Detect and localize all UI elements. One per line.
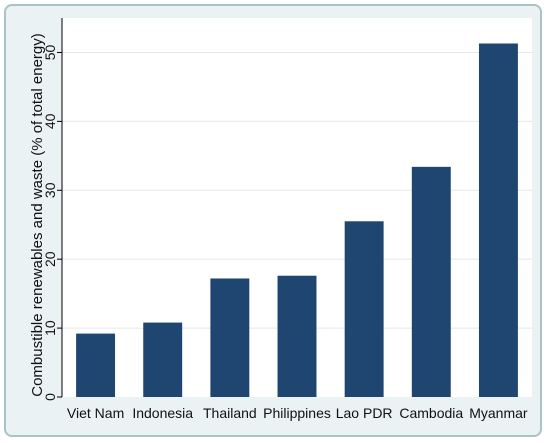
x-tick-label: Thailand [203, 405, 257, 421]
bar [277, 275, 317, 397]
x-tick-label: Viet Nam [67, 405, 124, 421]
bars [76, 43, 518, 397]
x-tick-labels: Viet Nam Indonesia Thailand Philippines Lao … [67, 405, 528, 421]
x-tick-label: Philippines [263, 405, 331, 421]
x-tick-label: Lao PDR [336, 405, 393, 421]
y-tick-label: 0 [42, 393, 58, 401]
y-tick-label: 10 [42, 320, 58, 336]
y-ticks: 0 10 20 30 40 50 [42, 18, 63, 401]
x-tick-label: Indonesia [132, 405, 193, 421]
bar [411, 166, 451, 397]
x-tick-label: Cambodia [399, 405, 463, 421]
y-tick-label: 30 [42, 182, 58, 198]
y-tick-label: 50 [42, 44, 58, 60]
y-axis-label: Combustible renewables and waste (% of t… [29, 33, 46, 397]
y-tick-label: 40 [42, 113, 58, 129]
bar [76, 333, 116, 397]
bar [344, 221, 384, 397]
bar [210, 278, 250, 397]
grid-lines [62, 51, 532, 329]
bar [478, 43, 518, 397]
bar [143, 322, 183, 397]
y-tick-label: 20 [42, 251, 58, 267]
x-tick-label: Myanmar [469, 405, 528, 421]
